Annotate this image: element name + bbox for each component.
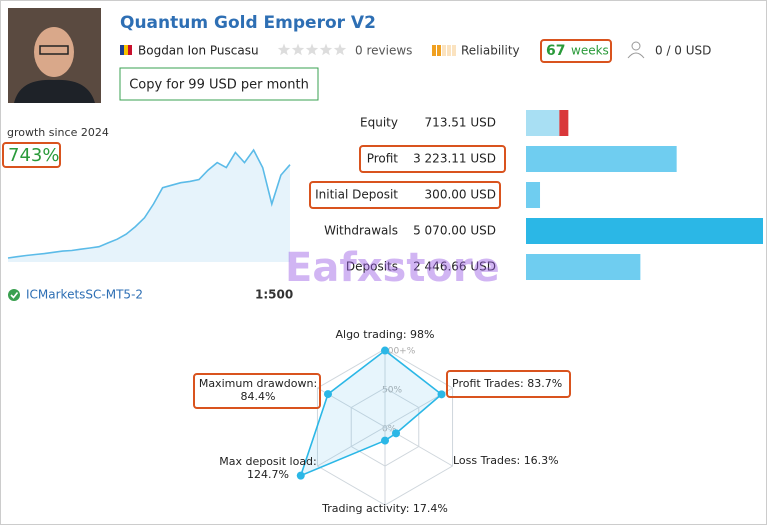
stat-value: 5 070.00 USD (413, 224, 496, 238)
stat-label: Initial Deposit (315, 188, 398, 202)
reliability-icon (437, 45, 441, 56)
radar-axis-value: 83.7% (527, 377, 562, 390)
copy-button[interactable] (119, 67, 319, 101)
avatar-glasses (39, 45, 69, 55)
highlight (193, 373, 321, 409)
radar-axis-name: Max deposit load: (219, 455, 317, 468)
radar-point (381, 436, 389, 445)
radar-tick-label: 100+% (382, 347, 416, 357)
highlight (446, 370, 571, 398)
radar-point (323, 390, 332, 399)
radar-spoke (317, 426, 386, 467)
author[interactable]: Bogdan Ion Puscasu (138, 44, 259, 58)
subscribers-icon (627, 52, 645, 59)
star (277, 43, 291, 56)
subscribers-icon (631, 41, 641, 51)
radar-axis-name: Trading activity: (321, 502, 413, 515)
reliability-icon (432, 45, 436, 56)
star (319, 43, 333, 56)
leverage: 1:500 (255, 288, 293, 302)
star (305, 43, 319, 56)
radar-tick-label: 50% (382, 386, 402, 396)
stat-bar-marker (559, 110, 569, 136)
radar-axis-value: 16.3% (524, 454, 559, 467)
stat-bar (526, 218, 763, 244)
radar-axis-value: 84.4% (241, 390, 276, 403)
radar-point (381, 346, 389, 355)
stat-bar (526, 110, 560, 136)
stat-value: 300.00 USD (425, 188, 496, 202)
subscribers: 0 / 0 USD (655, 44, 711, 58)
radar-axis-value: 17.4% (413, 502, 448, 515)
reliability-icon (447, 45, 451, 56)
title: Quantum Gold Emperor V2 (120, 13, 376, 33)
growth-area (8, 150, 290, 262)
radar-axis-value: 98% (410, 328, 434, 341)
radar-point (392, 429, 401, 438)
stat-label: Withdrawals (324, 224, 398, 238)
reliability-icon (452, 45, 456, 56)
radar-axis-name: Loss Trades: (453, 454, 524, 467)
avatar-body (14, 79, 95, 103)
reliability-icon (442, 45, 446, 56)
highlight (2, 142, 61, 168)
star (333, 43, 347, 56)
growth-line (7, 148, 291, 259)
stat-bar (526, 146, 677, 172)
radar-label: Algo trading: 98% (335, 328, 434, 341)
flag (120, 45, 124, 55)
weeks-label: weeks (571, 44, 609, 58)
radar-label: Maximum drawdown: 84.4% (199, 377, 317, 403)
growth-value: 743% (8, 145, 59, 166)
radar-axis-name: Profit Trades: (452, 377, 527, 390)
radar-axis-name: Algo trading: (335, 328, 410, 341)
star (291, 43, 305, 56)
reliability: Reliability (461, 44, 520, 58)
radar-label: Trading activity: 17.4% (321, 502, 448, 515)
stat-value: 713.51 USD (425, 116, 496, 130)
flag (124, 45, 128, 55)
stat-value: 3 223.11 USD (413, 152, 496, 166)
stat-label: Deposits (346, 260, 398, 274)
watermark: Eafxstore (285, 245, 500, 291)
avatar-face (34, 27, 74, 77)
radar-axis-name: Maximum drawdown: (199, 377, 317, 390)
growth-label: growth since 2024 (7, 126, 109, 139)
radar-point (437, 390, 446, 399)
radar-point (296, 471, 305, 480)
stat-label: Profit (367, 152, 399, 166)
radar-label: Max deposit load: 124.7% (219, 455, 317, 481)
verified-icon (8, 289, 20, 301)
radar-label: Loss Trades: 16.3% (453, 454, 559, 467)
highlight (540, 39, 612, 63)
broker[interactable]: ICMarketsSC-MT5-2 (26, 288, 143, 302)
radar-axis-value: 124.7% (247, 468, 289, 481)
verified-icon (10, 292, 19, 299)
highlight (309, 181, 501, 209)
stat-bar (526, 254, 641, 280)
highlight (359, 145, 506, 173)
stats-table: Equity 713.51 USD Profit 3 223.11 USD Initia… (309, 110, 763, 280)
stat-value: 2 446.66 USD (413, 260, 496, 274)
stat-bar (526, 182, 541, 208)
flag (128, 45, 132, 55)
radar-chart: 100+%50%0%Algo trading: 98%Profit Trades… (193, 328, 571, 515)
growth-chart (7, 148, 291, 262)
reviews[interactable]: 0 reviews (355, 44, 412, 58)
weeks-value: 67 (546, 43, 565, 59)
stat-label: Equity (360, 116, 398, 130)
radar-label: Profit Trades: 83.7% (452, 377, 562, 390)
copy-button-label[interactable]: Copy for 99 USD per month (129, 78, 309, 93)
rating-stars (277, 43, 347, 56)
